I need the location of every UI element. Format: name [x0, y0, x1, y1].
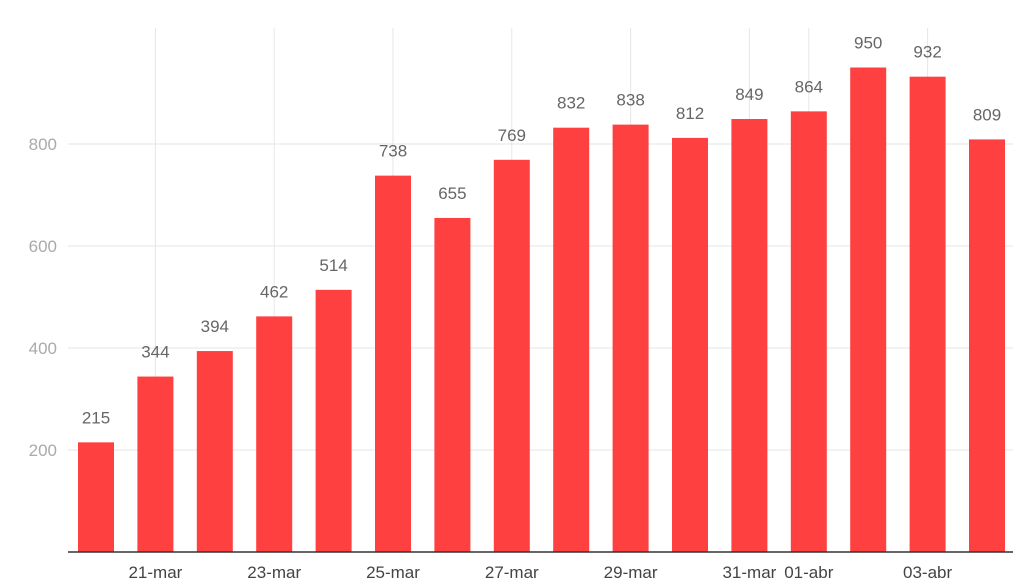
data-label-22-mar: 394: [201, 317, 229, 336]
bar-04-abr: [969, 139, 1005, 552]
bar-22-mar: [196, 351, 233, 552]
bars: [78, 67, 1005, 553]
data-label-21-mar: 344: [141, 343, 169, 362]
bar-21-mar: [137, 376, 174, 552]
x-tick-label: 27-mar: [485, 563, 539, 582]
y-axis: 200 400 600 800: [29, 135, 57, 460]
data-label-03-abr: 932: [913, 43, 941, 62]
x-axis: 21-mar 23-mar 25-mar 27-mar 29-mar 31-mar 01-a…: [128, 563, 952, 582]
y-tick-label: 600: [29, 237, 57, 256]
data-label-31-mar: 849: [735, 85, 763, 104]
x-tick-label: 01-abr: [784, 563, 833, 582]
bar-23-mar: [256, 316, 293, 552]
bar-30-mar: [672, 137, 708, 552]
data-label-25-mar: 738: [379, 142, 407, 161]
x-tick-label: 31-mar: [722, 563, 776, 582]
bar-01-abr: [790, 111, 827, 553]
bar-20-mar: [78, 442, 114, 552]
bar-03-abr: [909, 76, 946, 553]
bar-25-mar: [375, 175, 411, 552]
bar-24-mar: [315, 289, 352, 552]
data-label-02-abr: 950: [854, 34, 882, 53]
bar-29-mar: [612, 124, 649, 553]
data-label-01-abr: 864: [795, 77, 823, 96]
y-tick-label: 800: [29, 135, 57, 154]
bar-28-mar: [553, 127, 590, 553]
data-label-29-mar: 838: [616, 91, 644, 110]
bar-27-mar: [493, 159, 530, 552]
data-label-24-mar: 514: [319, 256, 347, 275]
data-label-23-mar: 462: [260, 282, 288, 301]
y-tick-label: 400: [29, 339, 57, 358]
data-label-20-mar: 215: [82, 408, 110, 427]
data-label-30-mar: 812: [676, 104, 704, 123]
x-tick-label: 23-mar: [247, 563, 301, 582]
x-tick-label: 21-mar: [128, 563, 182, 582]
bar-02-abr: [850, 67, 887, 552]
bar-31-mar: [731, 119, 768, 552]
data-label-27-mar: 769: [498, 126, 526, 145]
y-tick-label: 200: [29, 441, 57, 460]
data-labels: 215 344 394 462 514 738 655 769 832 838 812 849 864 9…: [82, 34, 1001, 428]
bar-26-mar: [434, 217, 471, 552]
x-tick-label: 25-mar: [366, 563, 420, 582]
data-label-26-mar: 655: [438, 184, 466, 203]
x-tick-label: 29-mar: [604, 563, 658, 582]
x-tick-label: 03-abr: [903, 563, 952, 582]
data-label-28-mar: 832: [557, 94, 585, 113]
data-label-04-abr: 809: [973, 105, 1001, 124]
